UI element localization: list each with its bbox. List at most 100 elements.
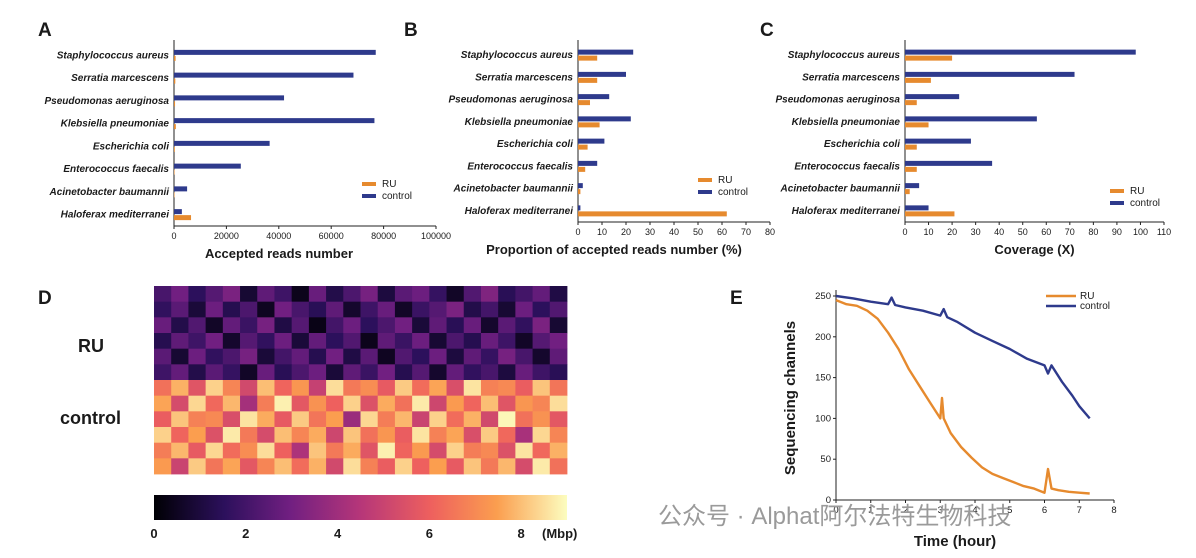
y-tick-label: 50 bbox=[820, 454, 831, 465]
series-line-control bbox=[835, 294, 1091, 420]
heatmap-cell-control bbox=[343, 442, 361, 459]
bar-control-klebsiella-pneumoniae bbox=[905, 116, 1037, 122]
heatmap-cell-control bbox=[257, 442, 275, 459]
heatmap-cell-ru bbox=[515, 301, 533, 318]
heatmap-cell-ru bbox=[480, 348, 499, 365]
heatmap-cell-control bbox=[188, 411, 207, 428]
heatmap-cell-ru bbox=[171, 364, 189, 381]
x-axis-title: Proportion of accepted reads number (%) bbox=[486, 242, 742, 257]
bar-control-enterococcus-faecalis bbox=[578, 160, 598, 166]
heatmap-cell-control bbox=[498, 442, 516, 459]
heatmap-cell-ru bbox=[291, 286, 310, 303]
heatmap-cell-control bbox=[480, 427, 499, 444]
heatmap-cell-ru bbox=[480, 364, 499, 381]
bar-ru-pseudomonas-aeruginosa bbox=[174, 101, 176, 107]
heatmap-cell-control bbox=[394, 442, 413, 459]
heatmap-cell-ru bbox=[463, 301, 482, 318]
bar-ru-enterococcus-faecalis bbox=[578, 166, 586, 172]
bar-control-haloferax-mediterranei bbox=[578, 205, 581, 211]
heatmap-cell-ru bbox=[394, 286, 413, 303]
legend-swatch-ru bbox=[1110, 189, 1124, 193]
heatmap-cell-control bbox=[549, 411, 568, 428]
heatmap-cell-control bbox=[222, 458, 241, 475]
heatmap-cell-ru bbox=[205, 301, 224, 318]
bar-control-escherichia-coli bbox=[905, 138, 971, 144]
heatmap-cell-ru bbox=[205, 317, 224, 334]
series-line-ru bbox=[835, 298, 1090, 495]
heatmap-cell-control bbox=[205, 458, 224, 475]
panel-label-d: D bbox=[38, 288, 52, 309]
heatmap-cell-ru bbox=[188, 348, 207, 365]
heatmap-cell-control bbox=[532, 427, 551, 444]
bar-control-acinetobacter-baumannii bbox=[174, 186, 188, 192]
heatmap-cell-control bbox=[498, 380, 516, 397]
category-label-enterococcus-faecalis: Enterococcus faecalis bbox=[467, 161, 573, 172]
bar-ru-staphylococcus-aureus bbox=[905, 55, 953, 61]
heatmap-cell-ru bbox=[171, 317, 189, 334]
heatmap-cell-control bbox=[188, 427, 207, 444]
panel-label-b: B bbox=[404, 20, 418, 41]
heatmap-cell-control bbox=[360, 395, 379, 412]
category-label-pseudomonas-aeruginosa: Pseudomonas aeruginosa bbox=[45, 96, 170, 107]
heatmap-cell-control bbox=[222, 395, 241, 412]
heatmap-cell-control bbox=[326, 380, 344, 397]
heatmap-cell-ru bbox=[274, 301, 293, 318]
heatmap-cell-control bbox=[463, 395, 482, 412]
heatmap-cell-ru bbox=[308, 286, 327, 303]
heatmap-cell-control bbox=[429, 380, 447, 397]
heatmap-cell-control bbox=[257, 380, 275, 397]
heatmap-cell-ru bbox=[154, 301, 172, 318]
x-tick-label: 70 bbox=[741, 227, 751, 237]
heatmap-cell-control bbox=[515, 411, 533, 428]
heatmap-cell-ru bbox=[394, 317, 413, 334]
heatmap-cell-ru bbox=[205, 348, 224, 365]
category-label-haloferax-mediterranei: Haloferax mediterranei bbox=[61, 210, 170, 221]
x-tick-label: 40000 bbox=[266, 231, 291, 241]
heatmap-cell-control bbox=[188, 442, 207, 459]
heatmap-cell-control bbox=[412, 411, 430, 428]
heatmap-cell-control bbox=[154, 427, 172, 444]
bar-control-pseudomonas-aeruginosa bbox=[905, 94, 960, 100]
heatmap-cell-control bbox=[515, 380, 533, 397]
legend-swatch-control bbox=[1110, 201, 1124, 205]
x-tick-label: 7 bbox=[1077, 505, 1082, 516]
heatmap-cell-control bbox=[240, 395, 258, 412]
heatmap-cell-ru bbox=[532, 317, 551, 334]
heatmap-cell-control bbox=[463, 458, 482, 475]
x-tick-label: 30 bbox=[971, 227, 981, 237]
heatmap-cell-control bbox=[308, 395, 327, 412]
heatmap-cell-ru bbox=[308, 317, 327, 334]
bar-control-acinetobacter-baumannii bbox=[905, 183, 920, 189]
panel-label-a: A bbox=[38, 20, 52, 41]
heatmap-cell-control bbox=[188, 458, 207, 475]
heatmap-cell-control bbox=[498, 427, 516, 444]
heatmap-cell-control bbox=[360, 442, 379, 459]
x-tick-label: 20 bbox=[621, 227, 631, 237]
heatmap-cell-control bbox=[343, 427, 361, 444]
bar-ru-klebsiella-pneumoniae bbox=[905, 122, 929, 128]
heatmap-cell-ru bbox=[291, 301, 310, 318]
heatmap-cell-control bbox=[240, 380, 258, 397]
heatmap-cell-ru bbox=[377, 333, 396, 350]
heatmap-cell-ru bbox=[240, 333, 258, 350]
category-label-serratia-marcescens: Serratia marcescens bbox=[71, 73, 169, 84]
heatmap-cell-control bbox=[291, 411, 310, 428]
heatmap-cell-ru bbox=[549, 317, 568, 334]
legend-label-ru: RU bbox=[718, 175, 732, 186]
x-tick-label: 5 bbox=[1007, 505, 1012, 516]
heatmap-cell-ru bbox=[463, 286, 482, 303]
heatmap-cell-control bbox=[257, 395, 275, 412]
heatmap-cell-control bbox=[532, 458, 551, 475]
heatmap-cell-control bbox=[188, 395, 207, 412]
heatmap-cell-ru bbox=[412, 364, 430, 381]
heatmap-cell-ru bbox=[222, 317, 241, 334]
heatmap-cell-ru bbox=[429, 301, 447, 318]
heatmap-cell-control bbox=[498, 411, 516, 428]
y-axis-title: Sequencing channels bbox=[782, 321, 799, 475]
heatmap-cell-ru bbox=[257, 364, 275, 381]
heatmap-cell-ru bbox=[240, 286, 258, 303]
heatmap-cell-ru bbox=[171, 301, 189, 318]
heatmap-cell-control bbox=[394, 395, 413, 412]
bar-control-acinetobacter-baumannii bbox=[578, 183, 583, 189]
heatmap-cell-control bbox=[171, 411, 189, 428]
